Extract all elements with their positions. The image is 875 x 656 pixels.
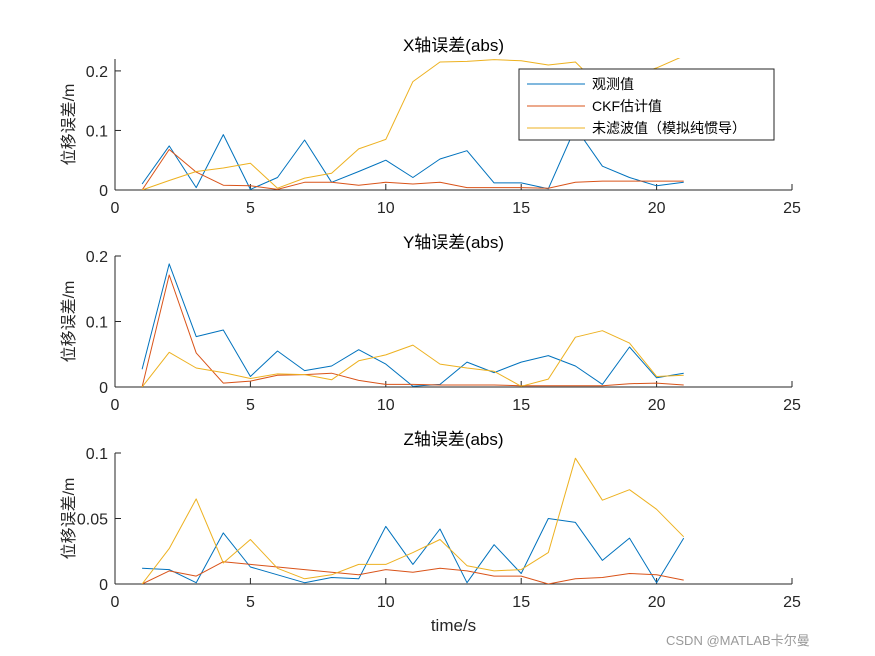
series-line-ckf: [141, 149, 684, 190]
y-axis-label: 位移误差/m: [60, 281, 78, 363]
x-tick-label: 15: [512, 397, 530, 414]
watermark: CSDN @MATLAB卡尔曼: [666, 633, 810, 648]
x-tick-label: 0: [111, 200, 120, 217]
y-tick-label: 0: [99, 577, 108, 594]
legend-label: 未滤波值（模拟纯惯导）: [592, 120, 746, 136]
subplot-2: 0 5 10 15 20 25 0 0.1 0.2 Y轴误差(abs) 位移误差/m: [60, 233, 801, 414]
y-tick-label: 0: [99, 183, 108, 200]
series-line-ckf: [141, 561, 684, 584]
subplot-3: 0 5 10 15 20 25 0 0.05 0.1 Z轴误差(abs) 位移误差/m time/s: [60, 430, 801, 635]
x-tick-label: 20: [648, 200, 666, 217]
x-axis-label: time/s: [431, 616, 476, 635]
y-tick-label: 0.2: [86, 249, 108, 266]
y-tick-label: 0.05: [77, 512, 108, 529]
chart-title: Y轴误差(abs): [403, 233, 504, 252]
y-axis-label: 位移误差/m: [60, 84, 78, 166]
series-line-measured: [141, 127, 684, 190]
x-tick-label: 5: [246, 397, 255, 414]
y-tick-label: 0.1: [86, 123, 108, 140]
series-line-ins: [141, 457, 685, 584]
subplot-1: 0 5 10 15 20 25 0 0.1 0.2 X轴误差(abs) 位移误差/m 观测值 CKF估计…: [60, 36, 801, 217]
chart-title: Z轴误差(abs): [403, 430, 503, 449]
series-line-ckf: [141, 274, 684, 387]
chart-title: X轴误差(abs): [403, 36, 504, 55]
series-line-ins: [141, 330, 684, 387]
x-tick-label: 25: [783, 594, 801, 611]
x-tick-label: 0: [111, 594, 120, 611]
series-line-measured: [142, 518, 685, 584]
y-tick-label: 0.2: [86, 64, 108, 81]
y-tick-label: 0.1: [86, 446, 108, 463]
x-tick-label: 5: [246, 594, 255, 611]
x-tick-label: 10: [377, 200, 395, 217]
x-tick-label: 5: [246, 200, 255, 217]
x-tick-label: 15: [512, 200, 530, 217]
series-line-measured: [141, 263, 684, 387]
y-tick-label: 0.1: [86, 315, 108, 332]
x-tick-label: 15: [512, 594, 530, 611]
legend-label: 观测值: [592, 76, 634, 92]
x-tick-label: 25: [783, 397, 801, 414]
legend-label: CKF估计值: [592, 98, 662, 114]
x-tick-label: 10: [377, 397, 395, 414]
y-axis-label: 位移误差/m: [60, 478, 78, 560]
x-tick-label: 25: [783, 200, 801, 217]
x-tick-label: 10: [377, 594, 395, 611]
x-tick-label: 20: [648, 594, 666, 611]
x-tick-label: 0: [111, 397, 120, 414]
x-tick-label: 20: [648, 397, 666, 414]
y-tick-label: 0: [99, 380, 108, 397]
